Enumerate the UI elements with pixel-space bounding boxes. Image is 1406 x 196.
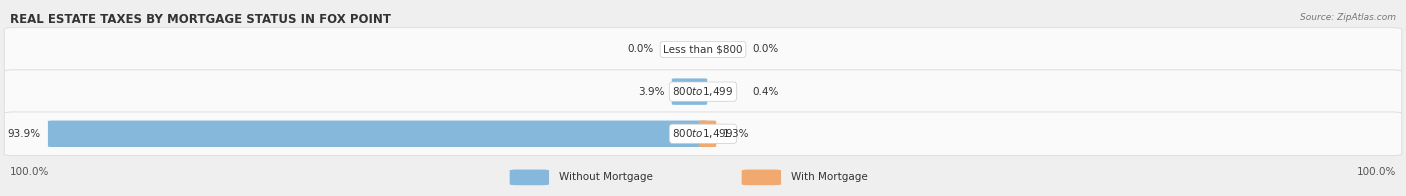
Text: 100.0%: 100.0% [10,167,49,177]
Text: 0.0%: 0.0% [627,44,654,54]
Text: With Mortgage: With Mortgage [790,172,868,182]
Text: 93.9%: 93.9% [8,129,41,139]
Text: 1.3%: 1.3% [723,129,749,139]
Text: Source: ZipAtlas.com: Source: ZipAtlas.com [1301,13,1396,22]
FancyBboxPatch shape [699,121,716,147]
Text: 100.0%: 100.0% [1357,167,1396,177]
Text: 0.0%: 0.0% [752,44,779,54]
Text: Less than $800: Less than $800 [664,44,742,54]
FancyBboxPatch shape [742,170,782,185]
FancyBboxPatch shape [672,78,707,105]
Text: $800 to $1,499: $800 to $1,499 [672,85,734,98]
Text: Without Mortgage: Without Mortgage [560,172,652,182]
FancyBboxPatch shape [4,28,1402,71]
Text: 0.4%: 0.4% [752,87,779,97]
FancyBboxPatch shape [4,112,1402,156]
Text: $800 to $1,499: $800 to $1,499 [672,127,734,140]
Text: REAL ESTATE TAXES BY MORTGAGE STATUS IN FOX POINT: REAL ESTATE TAXES BY MORTGAGE STATUS IN … [10,13,391,26]
FancyBboxPatch shape [510,170,548,185]
FancyBboxPatch shape [4,70,1402,113]
FancyBboxPatch shape [48,121,707,147]
Text: 3.9%: 3.9% [638,87,665,97]
